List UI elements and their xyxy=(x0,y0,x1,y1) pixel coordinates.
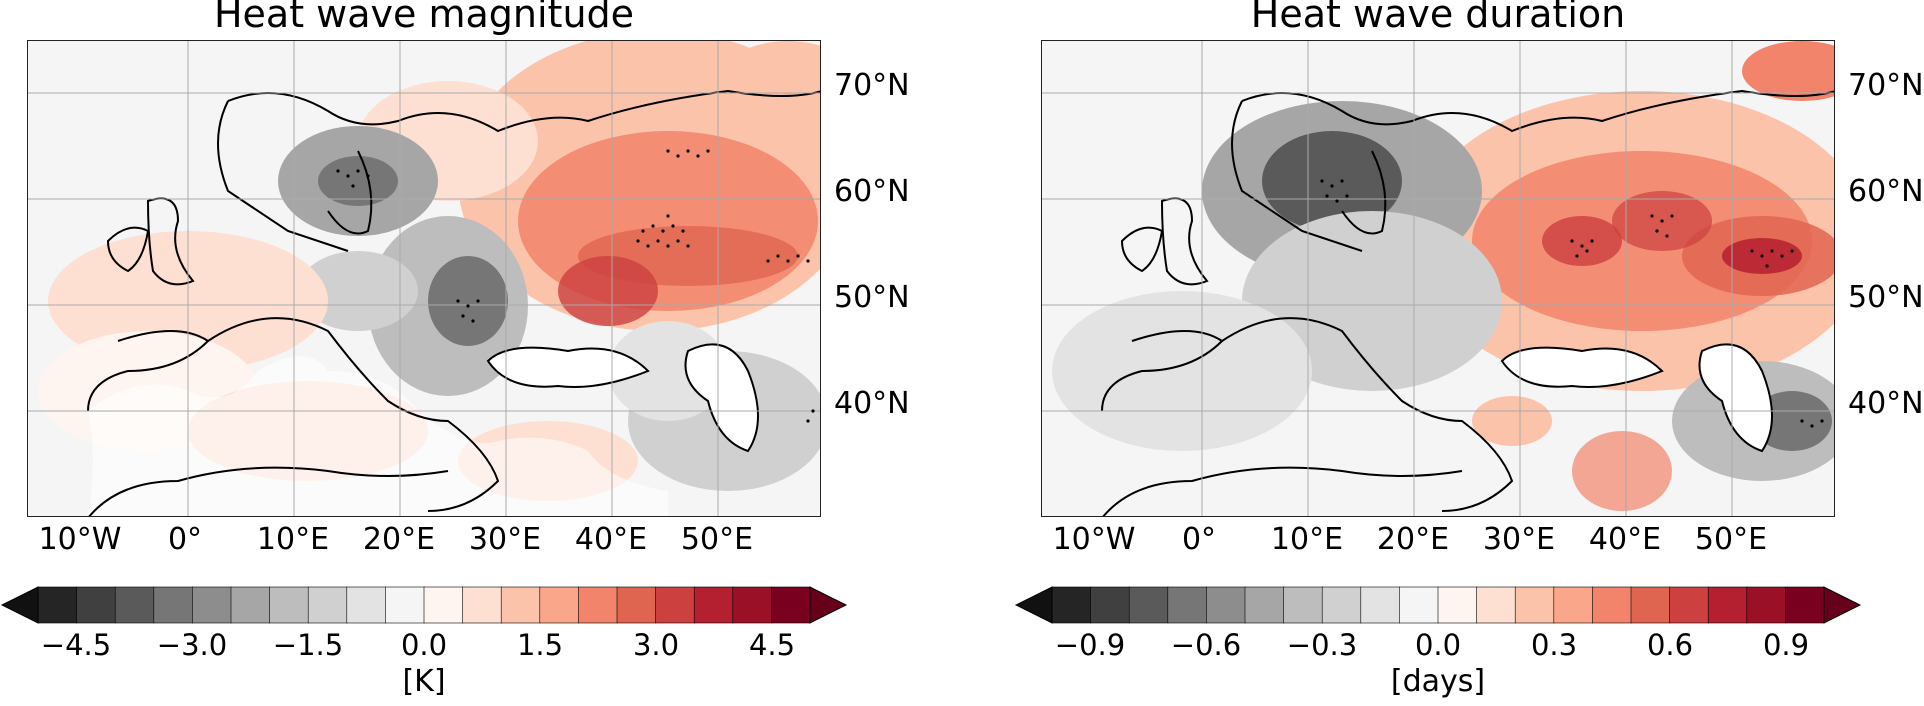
colorbar-bin xyxy=(1514,586,1555,624)
lat-label-60n: 60°N xyxy=(1848,174,1924,209)
lon-label-20e: 20°E xyxy=(1376,522,1450,557)
lon-label-20e: 20°E xyxy=(362,522,436,557)
colorbar-tick: 0.0 xyxy=(400,628,448,662)
map-heat-wave-duration xyxy=(1041,40,1835,517)
colorbar-tick: −0.9 xyxy=(1054,628,1126,662)
colorbar-bin xyxy=(1283,586,1324,624)
map-graphic xyxy=(1042,41,1834,516)
colorbar-bin xyxy=(1785,586,1825,624)
colorbar-label: [K] xyxy=(402,664,446,699)
colorbar-max-extension xyxy=(809,586,848,624)
colorbar-tick: −0.3 xyxy=(1286,628,1358,662)
colorbar-bin xyxy=(732,586,773,624)
colorbar-bin xyxy=(1476,586,1517,624)
lat-label-40n: 40°N xyxy=(834,386,910,421)
lat-label-50n: 50°N xyxy=(834,280,910,315)
colorbar-bin xyxy=(462,586,503,624)
panel-title: Heat wave magnitude xyxy=(213,0,635,36)
colorbar-tick: 3.0 xyxy=(632,628,680,662)
lon-label-40e: 40°E xyxy=(1588,522,1662,557)
lon-label-10e: 10°E xyxy=(256,522,330,557)
lat-label-50n: 50°N xyxy=(1848,280,1924,315)
colorbar-bin xyxy=(771,586,811,624)
lon-label-10e: 10°E xyxy=(1270,522,1344,557)
colorbar-bin xyxy=(1090,586,1130,624)
colorbar-bin xyxy=(1167,586,1208,624)
lon-label-10w: 10°W xyxy=(38,522,122,557)
colorbar-tick: −0.6 xyxy=(1170,628,1242,662)
colorbar-bin xyxy=(1630,586,1671,624)
colorbar-bin xyxy=(1360,586,1401,624)
colorbar-bin xyxy=(1051,586,1092,624)
colorbar-bin xyxy=(346,586,387,624)
lon-label-50e: 50°E xyxy=(1694,522,1768,557)
colorbar-tick: 4.5 xyxy=(748,628,796,662)
map-heat-wave-magnitude xyxy=(27,40,821,517)
colorbar-label: [days] xyxy=(1390,664,1486,699)
lon-label-50e: 50°E xyxy=(680,522,754,557)
colorbar-tick: 0.0 xyxy=(1414,628,1462,662)
colorbar-tick: −3.0 xyxy=(156,628,228,662)
colorbar-min-extension xyxy=(0,586,39,624)
colorbar-bin xyxy=(1244,586,1285,624)
colorbar-bin xyxy=(500,586,541,624)
colorbar-tick: 1.5 xyxy=(516,628,564,662)
lon-label-0: 0° xyxy=(1181,522,1217,557)
colorbar-bin xyxy=(1669,586,1709,624)
colorbar-max-extension xyxy=(1823,586,1862,624)
lon-label-0: 0° xyxy=(167,522,203,557)
colorbar-min-extension xyxy=(1014,586,1053,624)
colorbar xyxy=(0,586,848,624)
panel-heat-wave-magnitude: Heat wave magnitude xyxy=(0,0,910,699)
colorbar-tick: 0.3 xyxy=(1530,628,1578,662)
colorbar-bin xyxy=(269,586,310,624)
colorbar-tick: −1.5 xyxy=(272,628,344,662)
lon-label-10w: 10°W xyxy=(1052,522,1136,557)
lon-label-30e: 30°E xyxy=(1482,522,1556,557)
colorbar-bin xyxy=(1399,586,1439,624)
colorbar-bin xyxy=(1206,586,1246,624)
colorbar-bin xyxy=(578,586,618,624)
colorbar-bin xyxy=(37,586,78,624)
lat-label-70n: 70°N xyxy=(1848,68,1924,103)
colorbar-bin xyxy=(539,586,580,624)
colorbar-bin xyxy=(1321,586,1362,624)
colorbar-tick: 0.9 xyxy=(1762,628,1810,662)
lon-label-40e: 40°E xyxy=(574,522,648,557)
colorbar-bin xyxy=(192,586,232,624)
lat-label-40n: 40°N xyxy=(1848,386,1924,421)
colorbar-bin xyxy=(153,586,194,624)
lat-label-70n: 70°N xyxy=(834,68,910,103)
colorbar-bin xyxy=(1592,586,1632,624)
colorbar-tick: −4.5 xyxy=(40,628,112,662)
colorbar-bin xyxy=(1553,586,1594,624)
colorbar-bin xyxy=(693,586,734,624)
colorbar-bin xyxy=(114,586,155,624)
colorbar-bin xyxy=(1746,586,1787,624)
colorbar xyxy=(1014,586,1862,624)
colorbar-bin xyxy=(385,586,425,624)
colorbar-tick: 0.6 xyxy=(1646,628,1694,662)
colorbar-bin xyxy=(76,586,116,624)
colorbar-bin xyxy=(423,586,464,624)
panel-title: Heat wave duration xyxy=(1250,0,1626,36)
colorbar-bin xyxy=(1437,586,1478,624)
colorbar-bin xyxy=(616,586,657,624)
colorbar-bin xyxy=(655,586,695,624)
colorbar-bin xyxy=(1128,586,1169,624)
colorbar-bin xyxy=(230,586,271,624)
lon-label-30e: 30°E xyxy=(468,522,542,557)
colorbar-bin xyxy=(307,586,348,624)
map-graphic xyxy=(28,41,820,516)
colorbar-bin xyxy=(1707,586,1748,624)
panel-heat-wave-duration: Heat wave duration xyxy=(1014,0,1924,706)
lat-label-60n: 60°N xyxy=(834,174,910,209)
